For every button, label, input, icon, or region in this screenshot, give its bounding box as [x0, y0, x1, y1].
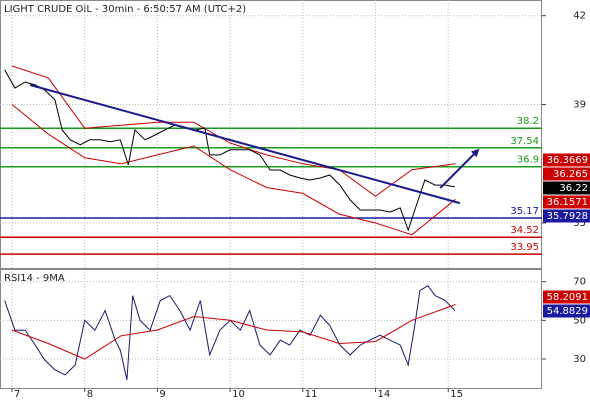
value-box-label: 36.22: [559, 183, 588, 194]
x-tick-label: 10: [232, 389, 245, 400]
trend-line: [439, 148, 480, 189]
value-box-label: 58.2091: [547, 292, 588, 303]
value-box: [543, 181, 590, 195]
series-line: [11, 65, 456, 197]
x-tick-label: 14: [378, 389, 391, 400]
series-line: [4, 69, 455, 232]
value-box-label: 54.8829: [547, 306, 588, 317]
value-box: [543, 209, 590, 223]
x-tick-label: 8: [87, 389, 93, 400]
series-line: [11, 104, 456, 236]
value-box: [543, 290, 590, 304]
y-tick-label: 30: [573, 354, 586, 365]
y-tick-label: 42: [573, 11, 586, 22]
level-label: 37.54: [510, 136, 539, 147]
level-label: 33.95: [510, 242, 539, 253]
value-box-label: 36.265: [553, 169, 588, 180]
value-box: [543, 153, 590, 167]
level-label: 36.9: [517, 155, 539, 166]
value-box: [543, 195, 590, 209]
x-tick-label: 9: [159, 389, 165, 400]
y-tick-label: 70: [573, 277, 586, 288]
trend-line: [29, 84, 461, 205]
rsi-title: RSI14 - 9MA: [4, 273, 65, 284]
value-box-label: 35.7928: [547, 211, 588, 222]
x-tick-label: 11: [305, 389, 318, 400]
rsi-panel: [0, 269, 542, 389]
y-tick-label: 35: [573, 218, 586, 229]
level-label: 34.52: [510, 225, 539, 236]
series-line: [11, 304, 456, 360]
y-tick-label: 39: [573, 100, 586, 111]
value-box-label: 36.1571: [547, 197, 588, 208]
level-label: 38.2: [517, 116, 539, 127]
x-tick-label: 7: [14, 389, 20, 400]
x-tick-label: 15: [450, 389, 463, 400]
y-tick-label: 50: [573, 315, 586, 326]
value-box-label: 36.3669: [547, 155, 588, 166]
value-box: [543, 167, 590, 181]
price-panel: [0, 0, 542, 269]
chart-title: LIGHT CRUDE OIL - 30min - 6:50:57 AM (UT…: [4, 4, 246, 15]
level-label: 35.17: [510, 206, 539, 217]
value-box: [543, 304, 590, 318]
